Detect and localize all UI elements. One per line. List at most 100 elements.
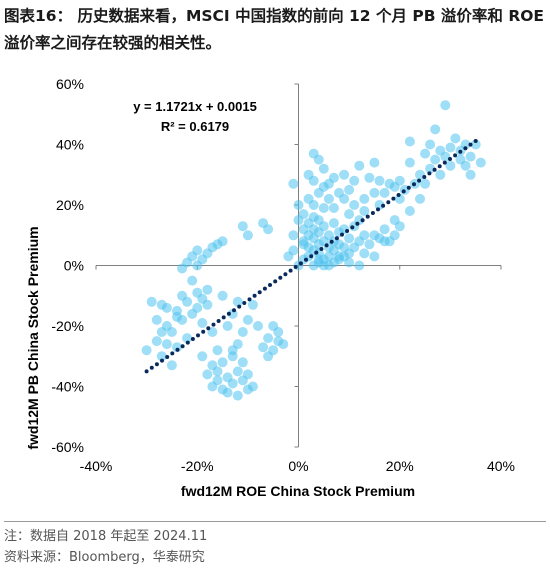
scatter-point	[465, 169, 476, 180]
x-tick-label: 20%	[386, 458, 414, 474]
scatter-point	[222, 321, 233, 331]
trendline-dot	[381, 203, 386, 208]
scatter-point	[475, 157, 486, 168]
scatter-point	[146, 296, 157, 307]
scatter-point	[242, 369, 253, 380]
x-tick-label: 40%	[487, 458, 515, 474]
scatter-point	[344, 233, 355, 244]
scatter-point	[166, 327, 177, 337]
scatter-point	[151, 314, 162, 325]
trendline-dot	[160, 358, 164, 363]
scatter-point	[268, 345, 279, 356]
trendline-dot	[201, 329, 206, 334]
trendline-dot	[247, 297, 252, 302]
scatter-point	[298, 239, 309, 250]
trendline-dot	[319, 247, 324, 251]
scatter-point	[192, 302, 203, 313]
scatter-point	[212, 345, 223, 356]
trendline-dot	[417, 178, 422, 183]
trendline-dot	[237, 304, 242, 309]
scatter-point	[212, 375, 223, 386]
scatter-point	[470, 139, 481, 150]
trendline-dot	[232, 308, 236, 313]
scatter-point	[182, 333, 193, 344]
scatter-point	[217, 236, 228, 247]
scatter-point	[379, 187, 390, 198]
scatter-point	[293, 200, 304, 210]
scatter-point	[242, 314, 253, 325]
trendline-dot	[334, 236, 339, 241]
trendline-dot	[278, 275, 283, 280]
scatter-point	[430, 154, 441, 165]
tick-labels: -40% -20% 0% 20% 40% 60% 40% 20% 0% -20% -40% -60%	[51, 76, 515, 474]
scatter-point	[227, 378, 238, 389]
trendline-dot	[175, 347, 180, 352]
scatter-point	[460, 139, 471, 150]
scatter-point	[374, 175, 385, 186]
scatter-point	[359, 230, 370, 241]
trendline	[144, 139, 478, 374]
scatter-point	[237, 221, 248, 232]
r-squared-label: R² = 0.6179	[161, 119, 229, 134]
figure-footer: 注：数据自 2018 年起至 2024.11 资料来源：Bloomberg，华泰…	[4, 521, 546, 568]
trendline-dot	[329, 239, 334, 244]
scatter-point	[273, 327, 284, 337]
scatter-point	[318, 203, 329, 213]
trendline-dot	[340, 232, 344, 237]
y-tick-label: -60%	[51, 439, 84, 455]
scatter-point	[425, 163, 436, 174]
scatter-point	[349, 200, 360, 210]
regression-equation: y = 1.1721x + 0.0015	[133, 99, 257, 114]
trendline-dot	[442, 160, 447, 165]
trendline-dot	[360, 218, 365, 223]
trendline-dot	[422, 175, 427, 179]
trendline-dot	[221, 315, 226, 320]
scatter-point	[298, 209, 309, 220]
scatter-point	[349, 175, 360, 186]
trendline-dot	[298, 261, 303, 266]
trendline-dot	[437, 164, 442, 169]
scatter-point	[156, 351, 167, 362]
scatter-point	[161, 302, 172, 313]
trendline-dot	[453, 153, 458, 158]
trendline-dot	[391, 196, 396, 201]
trendline-dot	[345, 229, 350, 233]
y-tick-label: 60%	[56, 76, 84, 92]
scatter-point	[359, 193, 370, 204]
scatter-point	[425, 139, 436, 150]
scatter-point	[344, 209, 355, 220]
scatter-point	[430, 124, 441, 135]
trendline-dot	[432, 167, 437, 172]
scatter-point	[313, 254, 324, 265]
x-tick-label: -40%	[80, 458, 113, 474]
scatter-point	[263, 333, 274, 344]
scatter-point	[237, 357, 248, 368]
trendline-dot	[448, 157, 452, 161]
trendline-dot	[293, 265, 298, 269]
scatter-point	[354, 260, 365, 271]
trendline-dot	[273, 279, 278, 284]
trendline-dot	[144, 369, 149, 374]
x-axis-title: fwd12M ROE China Stock Premium	[181, 483, 415, 499]
trendline-dot	[458, 149, 463, 154]
scatter-point	[197, 351, 208, 362]
scatter-point	[232, 296, 243, 307]
scatter-point	[344, 257, 355, 268]
scatter-point	[151, 336, 162, 347]
scatter-point	[156, 327, 167, 337]
scatter-point	[232, 339, 243, 350]
scatter-point	[202, 284, 213, 295]
trendline-dot	[257, 290, 262, 295]
scatter-point	[379, 236, 390, 247]
trendline-dot	[206, 326, 211, 331]
scatter-point	[308, 200, 319, 210]
scatter-point	[217, 357, 228, 368]
scatter-point	[389, 230, 400, 241]
scatter-point	[359, 248, 370, 259]
trendline-dot	[365, 214, 370, 219]
scatter-point	[364, 172, 375, 183]
scatter-point	[242, 230, 253, 241]
scatter-point	[247, 299, 258, 310]
scatter-point	[344, 184, 355, 195]
scatter-point	[247, 381, 258, 392]
